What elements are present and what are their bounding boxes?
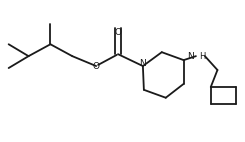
Text: O: O [114, 28, 122, 37]
Text: N: N [187, 52, 194, 61]
Text: O: O [93, 61, 100, 71]
Text: N: N [139, 59, 146, 68]
Text: H: H [200, 52, 206, 61]
